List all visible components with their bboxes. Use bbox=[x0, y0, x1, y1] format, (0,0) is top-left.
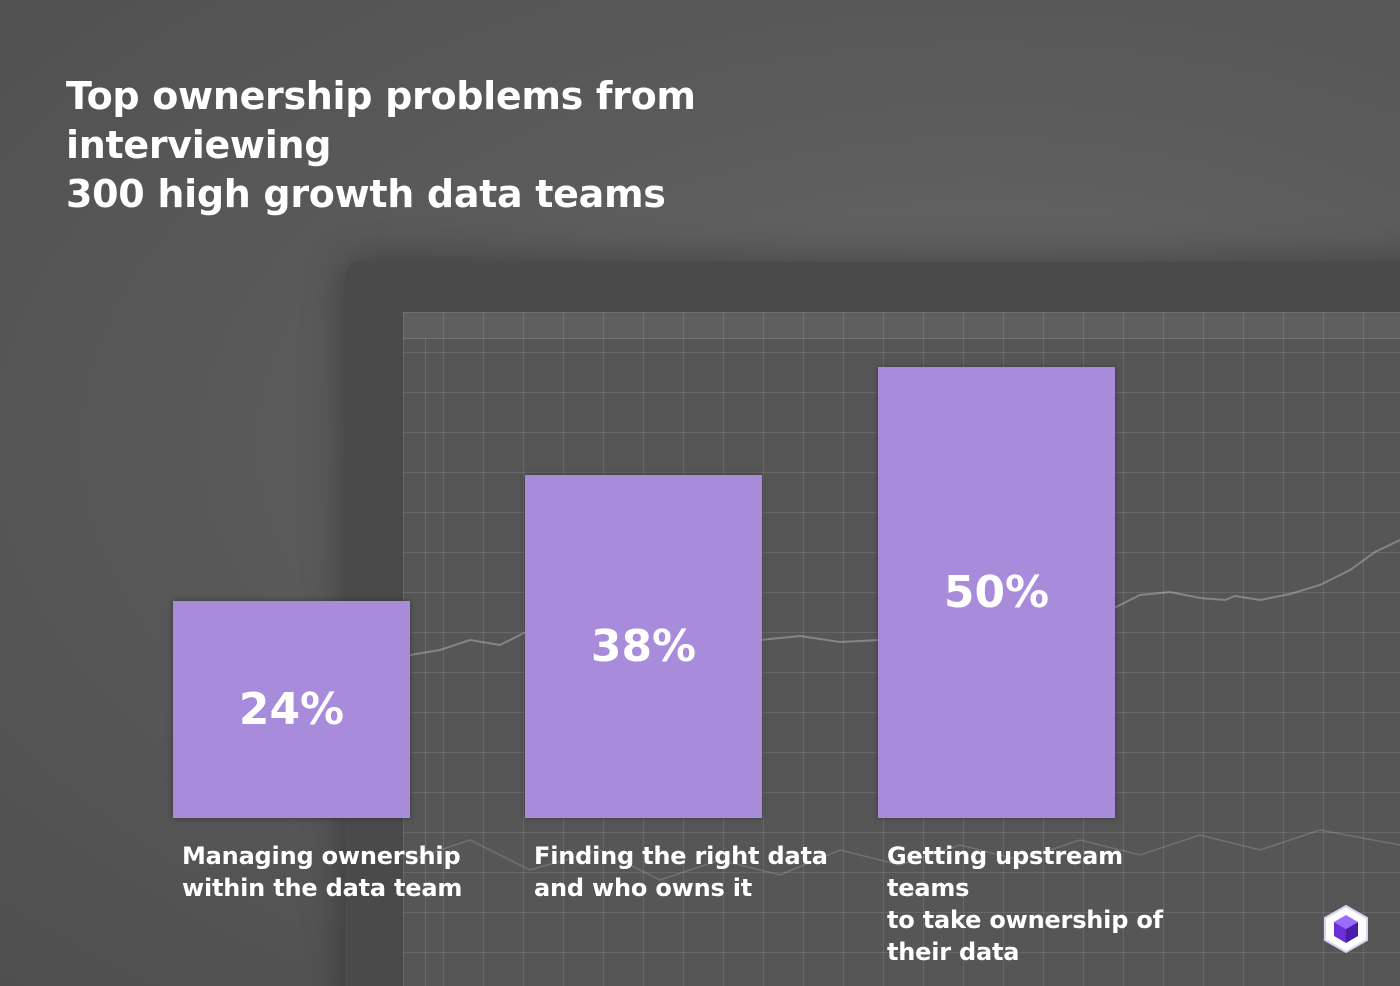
category-label-managing-ownership: Managing ownership within the data team bbox=[182, 840, 502, 904]
bar-value-label-managing-ownership: 24% bbox=[238, 683, 345, 735]
bar-finding-right-data bbox=[525, 475, 762, 818]
background-monitor-toolbar bbox=[403, 312, 1400, 339]
bar-value-label-finding-right-data: 38% bbox=[590, 620, 697, 672]
category-label-line: Getting upstream teams bbox=[887, 842, 1123, 902]
category-label-finding-right-data: Finding the right data and who owns it bbox=[534, 840, 854, 904]
bar-managing-ownership bbox=[173, 601, 410, 818]
bar-upstream-ownership bbox=[878, 367, 1115, 818]
category-label-line: their data bbox=[887, 938, 1020, 966]
category-label-line: to take ownership of bbox=[887, 906, 1163, 934]
chart-title-line-2: 300 high growth data teams bbox=[66, 172, 666, 216]
background-monitor-sidebar bbox=[403, 338, 426, 986]
chart-title: Top ownership problems from interviewing… bbox=[66, 72, 966, 219]
category-label-upstream-ownership: Getting upstream teams to take ownership… bbox=[887, 840, 1207, 968]
category-label-line: Managing ownership bbox=[182, 842, 461, 870]
chart-title-line-1: Top ownership problems from interviewing bbox=[66, 74, 696, 167]
background-trace-line-low bbox=[409, 829, 1400, 881]
category-label-line: Finding the right data bbox=[534, 842, 828, 870]
category-label-line: within the data team bbox=[182, 874, 463, 902]
category-label-line: and who owns it bbox=[534, 874, 753, 902]
bar-value-label-upstream-ownership: 50% bbox=[943, 566, 1050, 618]
hexagon-cube-icon bbox=[1324, 904, 1368, 954]
